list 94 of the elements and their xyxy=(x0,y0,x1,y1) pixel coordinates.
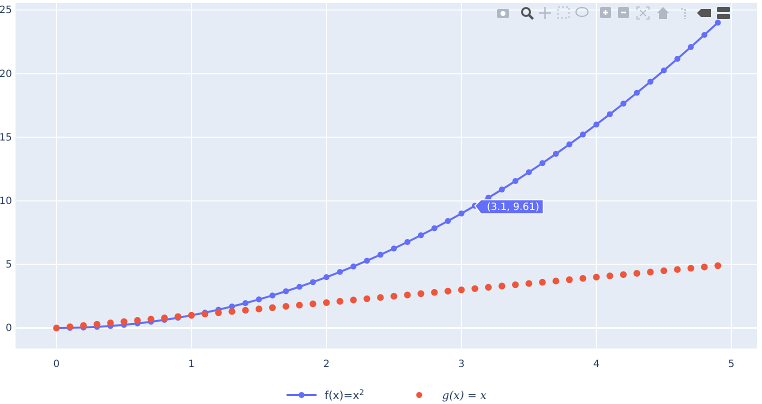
point xyxy=(498,186,505,192)
point xyxy=(593,274,600,281)
point xyxy=(350,263,356,270)
point xyxy=(323,299,330,306)
x-tick-label: 0 xyxy=(53,359,60,370)
point xyxy=(404,239,410,246)
point xyxy=(418,290,424,298)
point xyxy=(390,246,397,252)
point xyxy=(269,292,276,298)
point xyxy=(364,295,370,302)
point xyxy=(148,316,154,322)
point xyxy=(701,32,708,38)
point xyxy=(660,67,667,74)
y-tick-label: 15 xyxy=(0,132,12,144)
y-tick-label: 25 xyxy=(0,5,12,16)
annotation: (3.1, 9.61) xyxy=(486,202,540,213)
point xyxy=(444,218,451,224)
point xyxy=(377,252,384,258)
point xyxy=(526,280,532,287)
x-tick-label: 3 xyxy=(458,359,465,370)
point xyxy=(161,314,168,322)
point xyxy=(377,294,384,301)
legend-label: f(x)=x$^{2}$ xyxy=(324,388,364,402)
point xyxy=(310,279,316,286)
point xyxy=(242,306,249,314)
y-tick-label: 5 xyxy=(6,260,12,271)
point xyxy=(485,284,492,291)
point xyxy=(444,288,452,295)
y-tick-label: 20 xyxy=(0,68,12,80)
point xyxy=(498,282,506,290)
point xyxy=(107,320,114,326)
point xyxy=(687,264,694,272)
point xyxy=(228,308,236,315)
point xyxy=(296,302,303,309)
point xyxy=(242,300,248,306)
point xyxy=(80,322,87,329)
point xyxy=(714,262,722,270)
point xyxy=(593,122,600,128)
point xyxy=(94,320,100,328)
point xyxy=(512,281,519,288)
x-tick-label: 5 xyxy=(728,359,735,370)
point xyxy=(350,296,357,304)
point xyxy=(647,78,654,85)
point xyxy=(458,286,465,294)
point xyxy=(472,285,478,292)
point xyxy=(552,278,560,284)
point xyxy=(634,90,640,96)
x-tick-label: 1 xyxy=(188,359,195,370)
point xyxy=(282,288,289,294)
point xyxy=(120,318,128,326)
point xyxy=(633,270,640,277)
point xyxy=(646,268,654,276)
point xyxy=(606,272,614,280)
x-tick-label: 4 xyxy=(593,359,600,370)
point xyxy=(269,304,276,312)
point xyxy=(336,268,343,275)
point xyxy=(256,306,262,312)
point xyxy=(620,271,627,278)
point xyxy=(660,267,668,274)
point xyxy=(323,274,330,280)
point xyxy=(700,264,708,270)
y-tick-label: 0 xyxy=(6,323,12,334)
point xyxy=(620,100,626,107)
point xyxy=(580,132,586,138)
point xyxy=(539,160,546,166)
point xyxy=(539,278,546,286)
point xyxy=(282,303,290,310)
point xyxy=(390,292,398,300)
point xyxy=(714,20,721,26)
point xyxy=(336,298,344,305)
point xyxy=(688,44,694,50)
point xyxy=(552,150,559,157)
point xyxy=(404,292,411,298)
point xyxy=(512,178,518,184)
point xyxy=(674,266,681,273)
point xyxy=(134,317,141,324)
point xyxy=(215,309,222,316)
x-tick-label: 2 xyxy=(323,359,330,370)
point xyxy=(364,258,370,264)
y-tick-label: 10 xyxy=(0,196,12,208)
point xyxy=(606,111,613,118)
point xyxy=(566,276,573,284)
point xyxy=(431,225,438,232)
point xyxy=(256,296,262,302)
point xyxy=(296,284,302,290)
point xyxy=(458,210,464,217)
point xyxy=(431,289,438,296)
point xyxy=(418,232,424,238)
point xyxy=(310,300,316,308)
point xyxy=(580,275,586,282)
point xyxy=(566,141,572,148)
point xyxy=(526,169,532,176)
point xyxy=(674,56,680,62)
legend-label: g(x) = x xyxy=(442,389,488,402)
